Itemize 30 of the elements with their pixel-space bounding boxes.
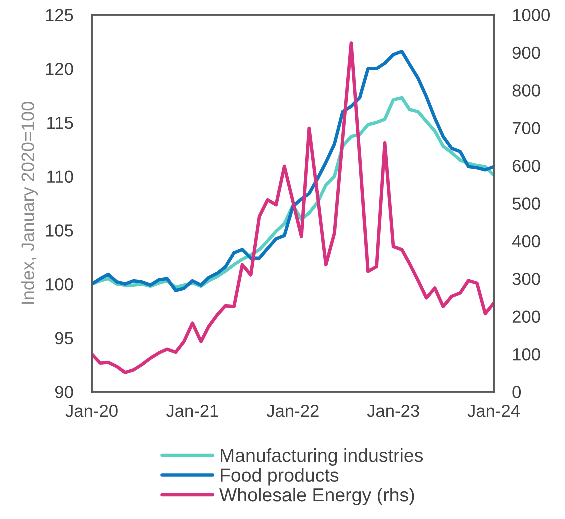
- y2-tick-label: 100: [513, 348, 540, 361]
- y2-tick-label: 300: [512, 273, 540, 286]
- y-tick-label: 90: [55, 386, 74, 398]
- y2-tick-label: 600: [512, 160, 540, 172]
- legend-label: Wholesale Energy (rhs): [220, 488, 414, 506]
- y-tick-label: 125: [46, 9, 74, 22]
- y2-tick-label: 1000: [513, 9, 550, 22]
- legend-label: Manufacturing industries: [221, 448, 424, 466]
- y-tick-label: 115: [48, 117, 74, 130]
- y2-tick-label: 0: [512, 386, 522, 398]
- y-tick-label: 95: [55, 332, 74, 345]
- y-tick-label: 105: [46, 224, 74, 237]
- x-tick-label: Jan-20: [66, 404, 118, 418]
- y-tick-label: 100: [46, 278, 74, 291]
- y-tick-label: 120: [46, 63, 74, 76]
- y2-tick-label: 700: [512, 122, 540, 135]
- y2-tick-label: 500: [512, 198, 540, 210]
- y-tick-label: 110: [48, 170, 74, 184]
- x-tick-label: Jan-22: [266, 404, 319, 418]
- x-tick-label: Jan-24: [468, 404, 520, 418]
- y2-tick-label: 400: [512, 235, 540, 248]
- line-series: [92, 42, 494, 374]
- y2-tick-label: 900: [512, 46, 540, 60]
- legend-label: Food products: [221, 468, 339, 486]
- y2-tick-label: 200: [512, 310, 540, 324]
- line-series: [92, 50, 494, 292]
- y-axis-title: Index, January 2020=100: [21, 102, 38, 304]
- x-tick-label: Jan-21: [166, 404, 218, 418]
- y2-tick-label: 800: [512, 84, 540, 97]
- x-tick-label: Jan-23: [367, 404, 420, 418]
